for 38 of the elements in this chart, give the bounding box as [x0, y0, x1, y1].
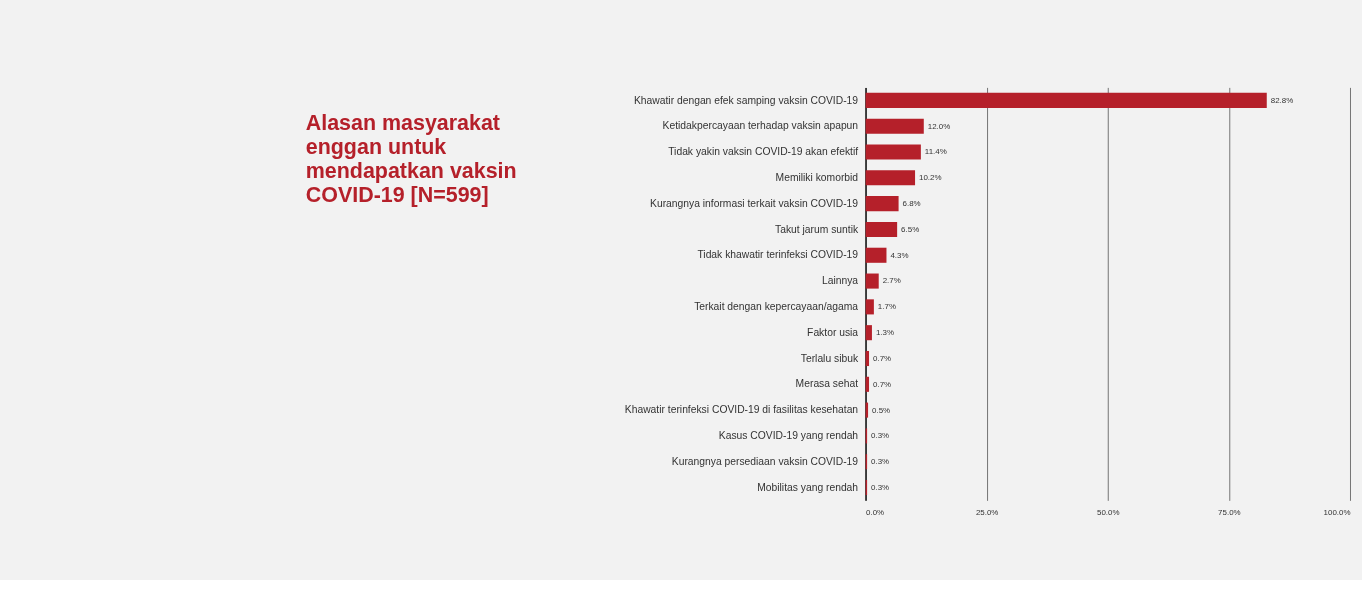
data-label: 0.7% — [873, 379, 892, 389]
y-tick-label: Ketidakpercayaan terhadap vaksin apapun — [662, 120, 859, 132]
data-label: 1.7% — [877, 302, 896, 312]
y-tick-label: Khawatir dengan efek samping vaksin COVID-19 — [633, 94, 859, 106]
text: Alasan masyarakat enggan untuk mendapatkan vaksin COVID-19 [N=599] — [305, 111, 517, 207]
data-label: 4.3% — [890, 250, 909, 260]
x-tick-label: 50.0% — [1097, 508, 1120, 518]
data-label: 0.3% — [871, 457, 890, 467]
y-tick-label: Khawatir terinfeksi COVID-19 di fasilitas kesehatan — [624, 404, 859, 416]
y-tick-label: Merasa sehat — [795, 378, 859, 390]
x-tick-label: 0.0% — [866, 508, 885, 518]
x-tick-label: 25.0% — [975, 508, 999, 518]
y-tick-label: Tidak khawatir terinfeksi COVID-19 — [697, 249, 859, 261]
x-tick-label: 75.0% — [1218, 508, 1241, 518]
y-tick-label: Tidak yakin vaksin COVID-19 akan efektif — [668, 146, 859, 158]
data-label: 82.8% — [1270, 95, 1294, 105]
data-label: 2.7% — [882, 276, 901, 286]
y-tick-label: Kurangnya persediaan vaksin COVID-19 — [671, 455, 859, 467]
y-tick-label: Mobilitas yang rendah — [757, 481, 859, 493]
data-label: 0.3% — [871, 482, 890, 492]
data-label: 10.2% — [919, 173, 942, 183]
y-tick-label: Memiliki komorbid — [775, 172, 859, 183]
x-tick-label: 100.0% — [1323, 508, 1351, 518]
data-label: 12.0% — [927, 121, 951, 131]
data-label: 0.5% — [872, 405, 891, 415]
y-tick-label: Kurangnya informasi terkait vaksin COVID-19 — [650, 197, 859, 209]
y-tick-label: Kasus COVID-19 yang rendah — [718, 430, 859, 442]
y-tick-label: Terlalu sibuk — [800, 352, 859, 364]
y-tick-label: Lainnya — [821, 275, 859, 287]
data-label: 1.3% — [875, 328, 895, 338]
data-label: 6.5% — [901, 224, 920, 234]
data-label: 0.3% — [871, 431, 890, 441]
y-tick-label: Terkait dengan kepercayaan/agama — [694, 301, 859, 313]
y-tick-label: Takut jarum suntik — [774, 223, 859, 235]
data-label: 6.8% — [902, 199, 921, 209]
data-label: 11.4% — [924, 147, 947, 157]
data-label: 0.7% — [873, 353, 892, 363]
y-tick-label: Faktor usia — [807, 326, 859, 338]
